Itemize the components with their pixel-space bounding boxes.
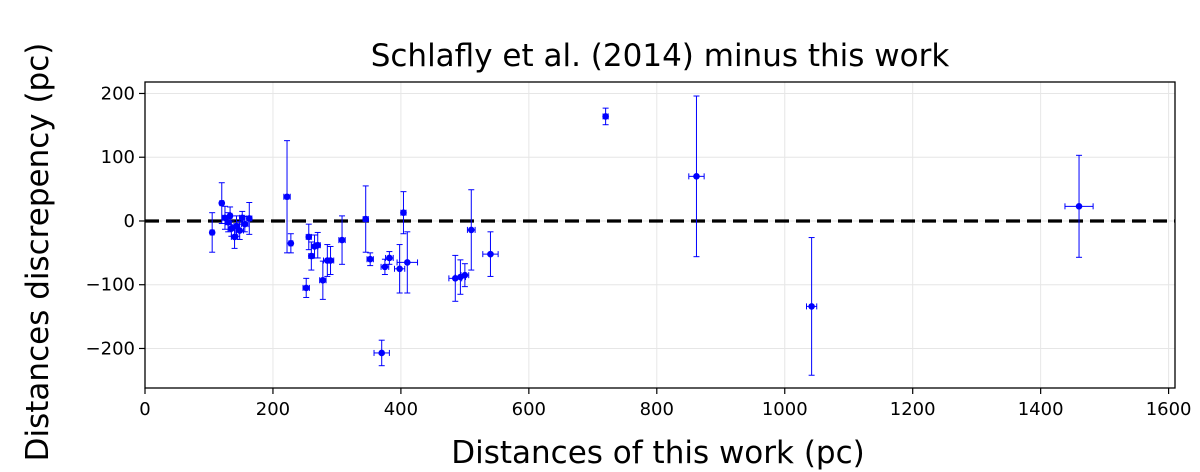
y-axis: −200 −100 0 100 200	[86, 83, 145, 359]
data-point	[241, 216, 249, 233]
y-tick-label: 0	[124, 211, 135, 232]
point-marker	[241, 220, 249, 228]
data-point	[230, 224, 239, 249]
x-tick-label: 1400	[1018, 399, 1064, 420]
x-tick-label: 600	[512, 399, 546, 420]
point-marker	[287, 239, 295, 247]
data-point	[602, 107, 609, 126]
point-marker	[236, 227, 243, 234]
data-point	[396, 231, 419, 294]
grid-lines	[144, 82, 1175, 388]
chart-title: Schlafly et al. (2014) minus this work	[371, 38, 950, 74]
point-marker	[218, 199, 226, 207]
point-marker	[378, 349, 386, 357]
point-marker	[693, 173, 700, 180]
point-marker	[403, 259, 411, 266]
data-point	[305, 223, 313, 251]
y-tick-label: 100	[101, 147, 135, 168]
point-marker	[602, 113, 609, 120]
data-point	[314, 231, 322, 259]
x-tick-label: 1000	[762, 399, 808, 420]
data-point	[218, 182, 226, 225]
x-tick-label: 0	[139, 399, 150, 420]
data-point	[362, 185, 370, 253]
y-axis-title: Distances discrepency (pc)	[20, 43, 56, 462]
x-tick-label: 1200	[890, 399, 936, 420]
x-tick-label: 800	[640, 399, 674, 420]
x-axis: 0 200 400 600 800 1000 1200 1400 1600	[139, 388, 1192, 420]
point-marker	[396, 265, 403, 273]
data-point	[366, 252, 374, 267]
data-point	[226, 206, 234, 226]
point-marker	[461, 271, 469, 279]
point-marker	[366, 255, 374, 263]
point-marker	[327, 257, 334, 264]
data-point	[319, 260, 327, 300]
data-point	[400, 191, 407, 235]
point-marker	[314, 241, 322, 249]
data-point	[806, 237, 818, 376]
data-point	[221, 205, 229, 230]
point-marker	[226, 212, 234, 220]
point-marker	[319, 276, 327, 284]
point-marker	[338, 236, 346, 244]
x-tick-label: 400	[384, 399, 418, 420]
data-point	[460, 263, 470, 288]
data-point	[466, 189, 476, 271]
point-marker	[381, 263, 389, 271]
data-point	[287, 233, 295, 254]
point-marker	[245, 215, 253, 222]
point-marker	[808, 303, 815, 310]
data-point	[373, 339, 390, 367]
point-marker	[208, 229, 216, 236]
data-point	[302, 277, 310, 298]
x-tick-label: 1600	[1146, 399, 1192, 420]
y-tick-label: −200	[86, 338, 135, 359]
data-point	[283, 140, 291, 254]
data-point	[208, 212, 216, 253]
data-point	[245, 201, 253, 235]
data-point	[385, 251, 394, 265]
data-point	[482, 231, 499, 277]
data-point	[338, 215, 346, 265]
point-marker	[487, 250, 494, 258]
y-tick-label: −100	[86, 275, 135, 296]
point-marker	[467, 226, 475, 234]
point-marker	[228, 225, 235, 232]
data-point	[1064, 154, 1094, 258]
data-point	[688, 95, 705, 258]
y-tick-label: 200	[101, 83, 135, 104]
point-marker	[386, 254, 393, 262]
x-axis-title: Distances of this work (pc)	[451, 435, 865, 471]
data-point	[380, 258, 390, 276]
data-points	[208, 95, 1094, 376]
plot-frame	[144, 81, 1176, 389]
point-marker	[305, 233, 313, 241]
point-marker	[362, 215, 370, 223]
point-marker	[1075, 203, 1083, 210]
data-point	[227, 220, 236, 237]
point-marker	[302, 284, 310, 292]
point-marker	[283, 193, 291, 201]
data-point	[394, 244, 406, 294]
x-tick-label: 200	[256, 399, 290, 420]
point-marker	[400, 209, 407, 216]
data-point	[326, 245, 335, 276]
